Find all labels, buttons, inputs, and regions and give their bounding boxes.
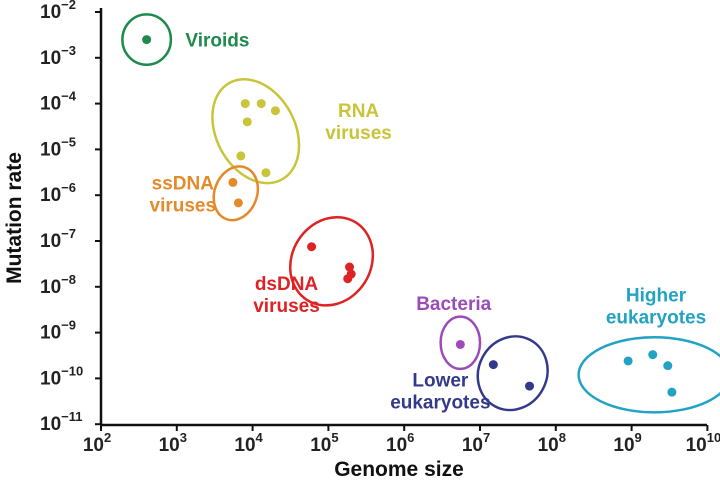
x-tick-label: 104 xyxy=(234,430,263,456)
y-tick-label: 10−11 xyxy=(40,409,82,435)
rna-viruses-label: viruses xyxy=(325,123,392,144)
ssdna-viruses-ellipse xyxy=(212,165,260,222)
higher-eukaryotes-point xyxy=(648,350,658,360)
x-tick-label: 107 xyxy=(462,430,490,456)
viroids-ellipse xyxy=(121,13,173,67)
rna-viruses-point xyxy=(236,151,246,161)
lower-eukaryotes-point xyxy=(488,360,498,370)
groups-layer: ViroidsRNAvirusesssDNAvirusesdsDNAviruse… xyxy=(121,13,720,414)
group-viroids: Viroids xyxy=(121,13,249,67)
dsdna-viruses-point xyxy=(307,242,317,252)
y-tick-label: 10−6 xyxy=(40,180,76,206)
dsdna-viruses-label: dsDNA xyxy=(255,274,319,295)
higher-eukaryotes-point xyxy=(623,356,633,366)
higher-eukaryotes-ellipse xyxy=(577,335,720,414)
y-tick-label: 10−7 xyxy=(40,226,76,252)
y-axis-title: Mutation rate xyxy=(3,152,26,284)
y-tick-label: 10−10 xyxy=(40,363,83,389)
axes-layer xyxy=(99,8,707,427)
dsdna-viruses-point xyxy=(346,269,356,279)
ticks-layer: 102 103 104 105 106 107 108 109 1010 10−2 10−3 10−4… xyxy=(40,0,720,456)
lower-eukaryotes-label: Lower xyxy=(412,370,469,391)
x-tick-label: 102 xyxy=(83,430,111,456)
x-tick-label: 109 xyxy=(613,430,641,456)
dsdna-viruses-ellipse xyxy=(288,215,375,307)
rna-viruses-point xyxy=(242,117,252,127)
higher-eukaryotes-label: Higher xyxy=(626,286,687,307)
rna-viruses-ellipse xyxy=(211,77,301,185)
x-tick-label: 103 xyxy=(159,430,187,456)
higher-eukaryotes-label: eukaryotes xyxy=(606,308,706,329)
rna-viruses-point xyxy=(240,99,250,109)
lower-eukaryotes-point xyxy=(525,381,535,391)
viroids-point xyxy=(142,35,152,45)
y-tick-label: 10−5 xyxy=(40,134,76,160)
x-tick-label: 106 xyxy=(386,430,414,456)
y-tick-label: 10−4 xyxy=(40,89,77,115)
bacteria-point xyxy=(455,339,465,349)
rna-viruses-point xyxy=(261,168,271,178)
y-tick-label: 10−9 xyxy=(40,318,76,344)
y-tick-label: 10−8 xyxy=(40,272,76,298)
bacteria-label: Bacteria xyxy=(416,294,491,315)
rna-viruses-label: RNA xyxy=(338,101,379,122)
viroids-label: Viroids xyxy=(185,31,249,52)
x-tick-label: 1010 xyxy=(686,430,720,456)
x-tick-label: 105 xyxy=(310,430,338,456)
dsdna-viruses-label: viruses xyxy=(253,296,320,317)
bacteria-ellipse xyxy=(439,315,482,371)
x-axis-title: Genome size xyxy=(334,458,464,481)
higher-eukaryotes-point xyxy=(667,387,677,397)
ssdna-viruses-label: viruses xyxy=(150,195,217,216)
rna-viruses-point xyxy=(256,99,266,109)
lower-eukaryotes-ellipse xyxy=(476,335,549,412)
dsdna-viruses-point xyxy=(345,262,355,272)
y-tick-label: 10−3 xyxy=(40,43,76,69)
ssdna-viruses-point xyxy=(233,198,243,208)
group-bacteria: Bacteria xyxy=(416,294,492,371)
ssdna-viruses-point xyxy=(228,177,238,187)
y-tick-label: 10−2 xyxy=(40,0,76,23)
ssdna-viruses-label: ssDNA xyxy=(152,173,215,194)
rna-viruses-point xyxy=(270,106,280,116)
higher-eukaryotes-point xyxy=(663,361,673,371)
x-tick-label: 108 xyxy=(538,430,566,456)
lower-eukaryotes-label: eukaryotes xyxy=(390,392,490,413)
